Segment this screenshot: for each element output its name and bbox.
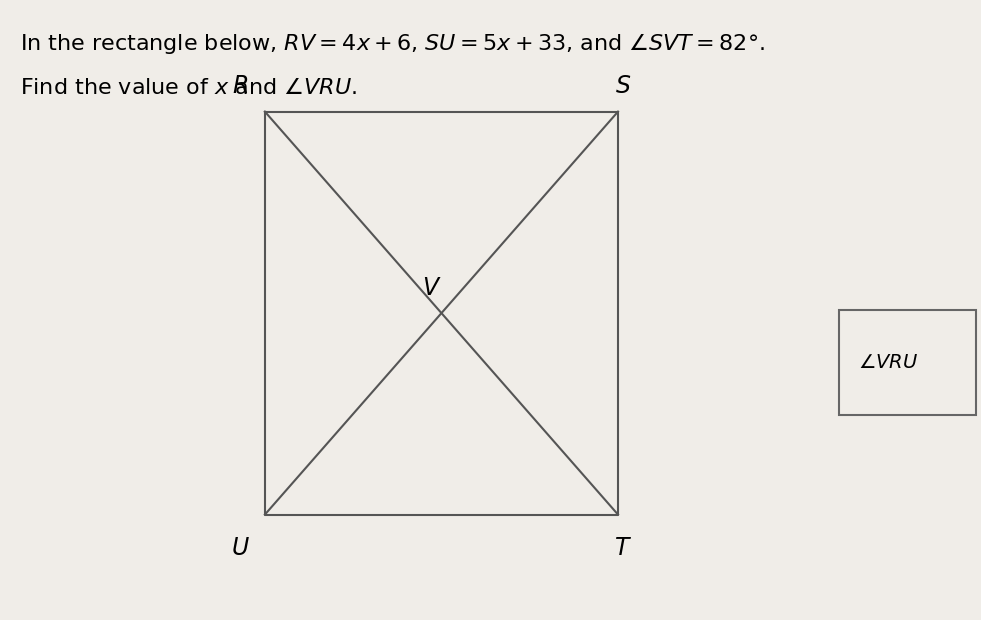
FancyBboxPatch shape — [839, 310, 976, 415]
Text: $U$: $U$ — [231, 537, 250, 560]
Text: $\angle VRU$: $\angle VRU$ — [858, 353, 918, 372]
Text: In the rectangle below, $RV=4x+6$, $SU=5x+33$, and $\angle SVT=82°$.: In the rectangle below, $RV=4x+6$, $SU=5… — [20, 31, 764, 56]
Text: Find the value of $x$ and $\angle VRU$.: Find the value of $x$ and $\angle VRU$. — [20, 78, 356, 99]
Text: $R$: $R$ — [232, 75, 248, 99]
Text: $S$: $S$ — [615, 75, 631, 99]
Text: $V$: $V$ — [422, 277, 441, 300]
Text: $T$: $T$ — [614, 537, 632, 560]
